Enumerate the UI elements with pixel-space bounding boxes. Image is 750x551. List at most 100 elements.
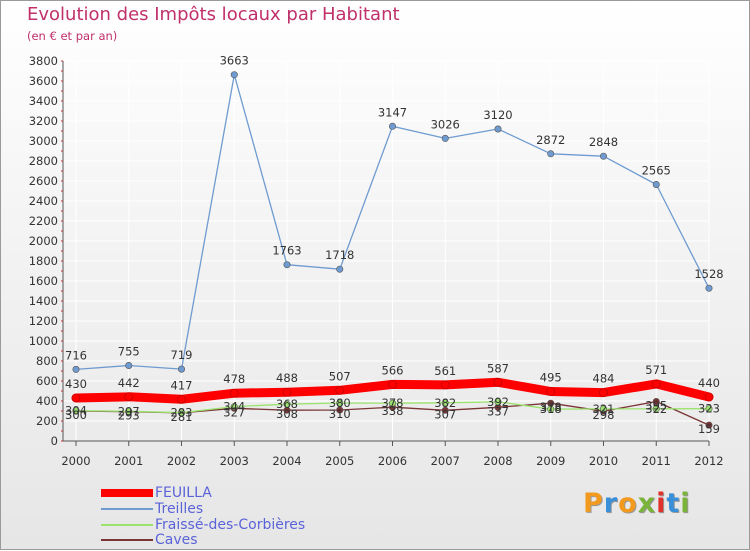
data-label-caves: 327 — [223, 405, 245, 419]
logo-letter: P — [583, 488, 604, 519]
data-point-treilles — [494, 125, 502, 133]
y-tick-label: 1000 — [29, 334, 58, 348]
data-label-caves: 307 — [434, 407, 456, 421]
data-point-fraiss-des-corbi-res — [336, 399, 344, 407]
data-point-feuilla — [546, 387, 556, 396]
data-point-fraiss-des-corbi-res — [283, 400, 291, 408]
data-label-feuilla: 484 — [593, 372, 615, 386]
data-label-treilles: 3026 — [431, 117, 460, 131]
data-point-feuilla — [71, 393, 81, 403]
y-tick-label: 600 — [36, 374, 58, 388]
data-label-feuilla: 566 — [382, 363, 404, 377]
data-point-fraiss-des-corbi-res — [72, 407, 80, 415]
y-tick-label: 3600 — [29, 74, 58, 88]
data-point-caves — [441, 406, 449, 414]
data-point-fraiss-des-corbi-res — [705, 405, 713, 413]
data-label-caves: 395 — [645, 399, 667, 413]
data-label-treilles: 3147 — [378, 105, 407, 119]
data-label-fraiss-des-corbi-res: 323 — [698, 402, 720, 416]
y-tick-label: 2400 — [29, 194, 58, 208]
data-label-caves: 337 — [487, 404, 509, 418]
data-point-fraiss-des-corbi-res — [230, 403, 238, 411]
data-label-fraiss-des-corbi-res: 322 — [645, 402, 667, 416]
data-label-fraiss-des-corbi-res: 378 — [382, 396, 404, 410]
data-label-fraiss-des-corbi-res: 382 — [434, 396, 456, 410]
data-point-fraiss-des-corbi-res — [388, 399, 396, 407]
data-point-treilles — [705, 284, 713, 292]
data-point-feuilla — [177, 394, 186, 404]
y-tick-label: 2200 — [29, 214, 58, 228]
data-point-fraiss-des-corbi-res — [652, 405, 660, 413]
x-tick-label: 2012 — [694, 454, 723, 468]
data-point-feuilla — [651, 379, 661, 389]
data-point-feuilla — [599, 388, 608, 397]
legend-swatch-caves — [101, 539, 153, 541]
data-point-caves — [652, 397, 660, 405]
data-label-caves: 378 — [540, 400, 562, 414]
data-label-feuilla: 488 — [276, 371, 298, 385]
y-tick-label: 2000 — [29, 234, 58, 248]
data-point-feuilla — [282, 387, 292, 397]
data-label-treilles: 719 — [171, 348, 193, 362]
x-tick-label: 2000 — [61, 454, 90, 468]
data-label-fraiss-des-corbi-res: 297 — [118, 404, 140, 418]
data-label-treilles: 716 — [65, 348, 87, 362]
legend-item-caves: Caves — [101, 532, 198, 548]
data-point-treilles — [72, 365, 80, 373]
y-tick-label: 200 — [36, 414, 58, 428]
x-tick-label: 2002 — [167, 454, 196, 468]
data-label-feuilla: 561 — [434, 364, 456, 378]
y-tick-label: 1400 — [29, 294, 58, 308]
data-point-treilles — [441, 134, 449, 142]
y-tick-label: 3400 — [29, 94, 58, 108]
logo-letter: o — [618, 488, 638, 519]
data-label-caves: 308 — [276, 407, 298, 421]
legend-item-treilles: Treilles — [101, 501, 203, 517]
data-point-treilles — [125, 361, 133, 369]
data-label-feuilla: 587 — [487, 361, 509, 375]
data-point-feuilla — [124, 392, 134, 402]
data-label-caves: 310 — [329, 407, 351, 421]
data-point-fraiss-des-corbi-res — [494, 398, 502, 406]
data-point-feuilla — [493, 377, 503, 387]
data-label-caves: 159 — [698, 422, 720, 436]
chart-subtitle: (en € et par an) — [27, 29, 118, 43]
legend-item-fraisse: Fraissé-des-Corbières — [101, 517, 305, 533]
data-label-fraiss-des-corbi-res: 392 — [487, 395, 509, 409]
data-label-feuilla: 440 — [698, 376, 720, 390]
data-point-treilles — [388, 122, 396, 130]
legend-label-caves: Caves — [155, 532, 198, 548]
y-tick-label: 800 — [36, 354, 58, 368]
x-tick-label: 2007 — [431, 454, 460, 468]
x-tick-label: 2009 — [536, 454, 565, 468]
logo-letter: r — [603, 488, 619, 519]
data-point-treilles — [283, 261, 291, 269]
proxiti-logo: Proxiti — [583, 488, 691, 519]
logo-letter: t — [666, 488, 681, 519]
data-point-treilles — [547, 150, 555, 158]
data-label-treilles: 1528 — [694, 267, 723, 281]
data-label-treilles: 2565 — [642, 164, 671, 178]
data-label-treilles: 2848 — [589, 135, 618, 149]
data-label-caves: 298 — [593, 408, 615, 422]
x-tick-label: 2008 — [483, 454, 512, 468]
data-label-fraiss-des-corbi-res: 368 — [276, 397, 298, 411]
legend-label-fraisse: Fraissé-des-Corbières — [155, 517, 306, 533]
x-tick-label: 2004 — [272, 454, 301, 468]
chart-title: Evolution des Impôts locaux par Habitant — [27, 4, 400, 25]
data-label-caves: 338 — [382, 404, 404, 418]
data-point-treilles — [230, 71, 238, 79]
logo-letter: i — [680, 488, 691, 519]
y-tick-label: 2600 — [29, 174, 58, 188]
legend-label-feuilla: FEUILLA — [155, 485, 212, 501]
data-point-treilles — [652, 181, 660, 189]
data-point-caves — [705, 421, 713, 429]
data-point-treilles — [336, 265, 344, 273]
data-label-caves: 300 — [65, 408, 87, 422]
data-label-fraiss-des-corbi-res: 304 — [65, 404, 87, 418]
data-point-feuilla — [229, 388, 239, 398]
data-labels: 430 442 417 478 488 507 566 561 587 495 484 571 440 7… — [65, 54, 724, 436]
data-label-caves: 293 — [118, 409, 140, 423]
